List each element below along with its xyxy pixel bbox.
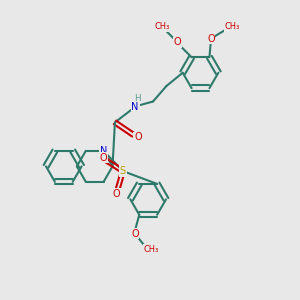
Text: O: O — [99, 153, 107, 163]
Text: N: N — [100, 146, 107, 156]
Text: O: O — [131, 229, 139, 238]
Text: O: O — [174, 38, 182, 47]
Text: CH₃: CH₃ — [143, 245, 159, 254]
Text: H: H — [134, 94, 141, 103]
Text: O: O — [112, 189, 120, 199]
Text: N: N — [131, 102, 139, 112]
Text: O: O — [134, 132, 142, 142]
Text: CH₃: CH₃ — [154, 22, 170, 32]
Text: O: O — [207, 34, 215, 44]
Text: CH₃: CH₃ — [225, 22, 240, 31]
Text: S: S — [120, 166, 126, 176]
